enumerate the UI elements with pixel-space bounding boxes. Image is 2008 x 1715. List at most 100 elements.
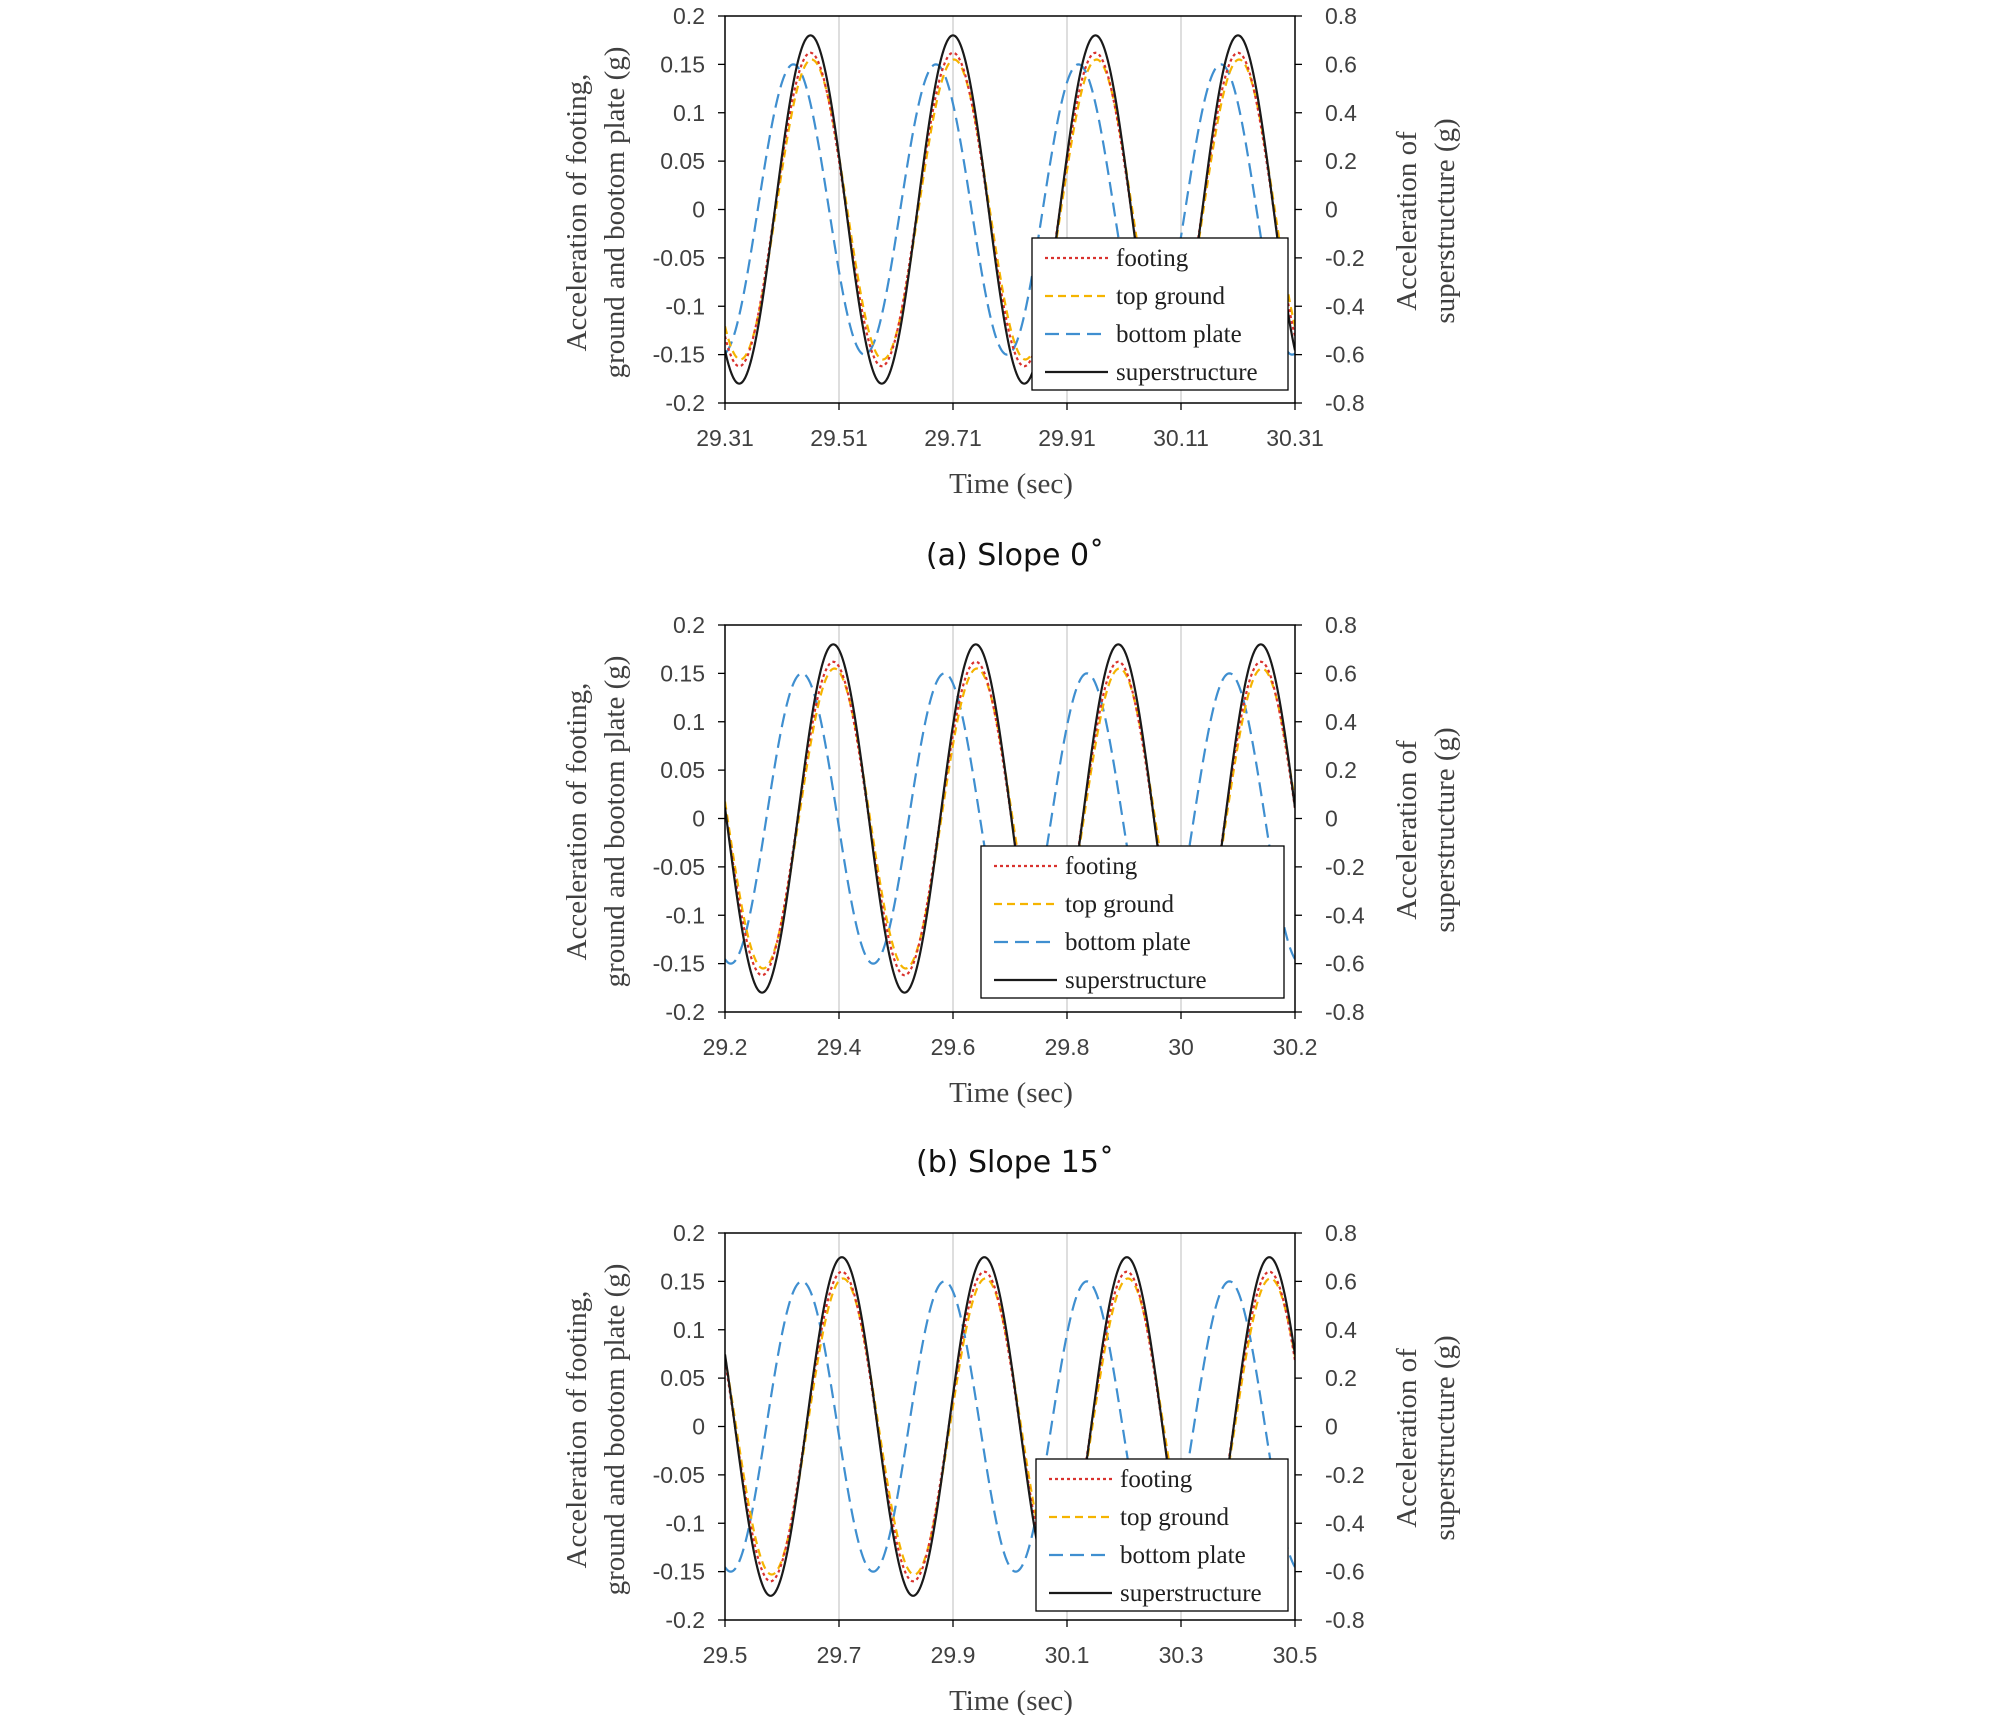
legend-box	[980, 845, 1285, 999]
x-axis-title: Time (sec)	[949, 468, 1073, 500]
legend: footing top ground bottom plate superstruct…	[1031, 237, 1289, 391]
x-tick-label: 29.6	[931, 1034, 976, 1060]
x-tick-label: 29.8	[1045, 1034, 1090, 1060]
y-tick-label-right: 0.8	[1325, 1220, 1357, 1246]
y-tick-label-right: 0.2	[1325, 757, 1357, 783]
legend-label: bottom plate	[1116, 321, 1242, 348]
y-tick-label-left: 0	[692, 197, 705, 223]
y-tick-label-left: -0.2	[665, 1607, 705, 1633]
legend: footing top ground bottom plate superstruct…	[1035, 1458, 1289, 1612]
y-tick-label-left: 0.2	[673, 1220, 705, 1246]
y-tick-label-right: -0.4	[1325, 902, 1365, 928]
y-tick-label-left: -0.1	[665, 293, 705, 319]
y-tick-label-left: -0.05	[653, 1462, 705, 1488]
panel-caption: (b) Slope 15˚	[916, 1145, 1114, 1180]
x-tick-label: 29.4	[817, 1034, 862, 1060]
y-tick-label-left: -0.2	[665, 999, 705, 1025]
y-tick-label-left: 0.15	[660, 660, 705, 686]
y-tick-label-right: -0.8	[1325, 999, 1365, 1025]
x-tick-label: 29.7	[817, 1642, 862, 1668]
y-tick-label-left: -0.05	[653, 854, 705, 880]
x-tick-label: 29.31	[696, 425, 754, 451]
x-tick-label: 30	[1168, 1034, 1194, 1060]
y-tick-label-right: 0.4	[1325, 100, 1357, 126]
y-tick-label-left: -0.15	[653, 951, 705, 977]
y-tick-label-right: 0	[1325, 1414, 1338, 1440]
y-tick-label-right: -0.4	[1325, 1510, 1365, 1536]
x-tick-label: 30.1	[1045, 1642, 1090, 1668]
legend-label: top ground	[1120, 1504, 1230, 1531]
series-line-bottom-plate	[725, 672, 1295, 965]
y-tick-label-right: 0.4	[1325, 709, 1357, 735]
legend: footing top ground bottom plate superstruct…	[980, 845, 1285, 999]
y-tick-label-left: 0	[692, 806, 705, 832]
y-tick-label-right: -0.2	[1325, 245, 1365, 271]
y-tick-label-left: 0.1	[673, 100, 705, 126]
x-tick-label: 30.2	[1273, 1034, 1318, 1060]
legend-label: bottom plate	[1065, 929, 1191, 956]
y-axis-title-left-line-1: Acceleration of footing,	[561, 74, 593, 352]
legend-label: top ground	[1116, 283, 1226, 310]
y-tick-label-left: 0.05	[660, 1365, 705, 1391]
chart-panel-2: 0.2 0.15 0.1 0.05 0 -0.05 -0.1 -0.15 -0.2 0.8 0.6 0…	[561, 612, 1461, 1180]
y-tick-label-right: 0.6	[1325, 660, 1357, 686]
x-tick-label: 30.11	[1153, 425, 1209, 451]
x-tick-label: 30.31	[1266, 425, 1324, 451]
legend-label: footing	[1116, 245, 1189, 272]
y-tick-label-right: 0.6	[1325, 1268, 1357, 1294]
series-line-superstructure	[725, 34, 1295, 385]
x-tick-label: 29.51	[810, 425, 868, 451]
y-axis-title-right-line-2: superstructure (g)	[1429, 727, 1461, 932]
x-tick-label: 29.9	[931, 1642, 976, 1668]
legend-label: footing	[1065, 853, 1138, 880]
y-tick-label-right: -0.2	[1325, 854, 1365, 880]
y-tick-label-right: 0	[1325, 197, 1338, 223]
legend-label: top ground	[1065, 891, 1175, 918]
y-tick-label-right: -0.2	[1325, 1462, 1365, 1488]
y-axis-title-left-line-2: ground and bootom plate (g)	[599, 656, 631, 988]
chart-panel-3: 0.2 0.15 0.1 0.05 0 -0.05 -0.1 -0.15 -0.2 0.8 0.6 0…	[561, 1220, 1461, 1715]
y-tick-label-left: 0.2	[673, 3, 705, 29]
y-tick-label-left: -0.15	[653, 1559, 705, 1585]
y-tick-label-right: -0.8	[1325, 1607, 1365, 1633]
y-tick-label-left: -0.05	[653, 245, 705, 271]
legend-label: bottom plate	[1120, 1542, 1246, 1569]
y-axis-title-right-line-1: Acceleration of	[1391, 131, 1423, 311]
y-tick-label-right: -0.6	[1325, 1559, 1365, 1585]
y-tick-label-left: -0.1	[665, 902, 705, 928]
y-axis-title-right-line-2: superstructure (g)	[1429, 1335, 1461, 1540]
y-axis-title-left-line-2: ground and bootom plate (g)	[599, 1264, 631, 1596]
legend-label: footing	[1120, 1466, 1193, 1493]
y-tick-label-left: -0.2	[665, 390, 705, 416]
y-tick-label-left: 0	[692, 1414, 705, 1440]
y-tick-label-right: -0.6	[1325, 342, 1365, 368]
y-tick-label-left: 0.15	[660, 51, 705, 77]
y-axis-title-left-line-1: Acceleration of footing,	[561, 1291, 593, 1569]
y-tick-label-right: 0.6	[1325, 51, 1357, 77]
y-tick-label-right: -0.6	[1325, 951, 1365, 977]
panel-caption: (a) Slope 0˚	[926, 538, 1104, 573]
y-tick-label-left: 0.2	[673, 612, 705, 638]
x-tick-label: 29.2	[703, 1034, 748, 1060]
y-tick-label-left: -0.15	[653, 342, 705, 368]
y-tick-label-right: 0.2	[1325, 148, 1357, 174]
y-tick-label-right: 0.2	[1325, 1365, 1357, 1391]
chart-panel-1: 0.2 0.15 0.1 0.05 0 -0.05 -0.1 -0.15 -0.2 0.8 0.6 0…	[561, 3, 1461, 573]
legend-label: superstructure	[1120, 1580, 1262, 1607]
y-axis-title-right-line-1: Acceleration of	[1391, 1348, 1423, 1528]
x-tick-label: 29.91	[1038, 425, 1096, 451]
y-tick-label-left: 0.05	[660, 757, 705, 783]
y-tick-label-right: 0.8	[1325, 3, 1357, 29]
y-tick-label-left: -0.1	[665, 1510, 705, 1536]
y-tick-label-right: -0.8	[1325, 390, 1365, 416]
y-axis-title-right-line-1: Acceleration of	[1391, 740, 1423, 920]
y-tick-label-right: 0.8	[1325, 612, 1357, 638]
legend-label: superstructure	[1116, 359, 1258, 386]
legend-label: superstructure	[1065, 967, 1207, 994]
x-tick-label: 29.5	[703, 1642, 748, 1668]
y-tick-label-left: 0.1	[673, 1317, 705, 1343]
y-axis-title-left-line-2: ground and bootom plate (g)	[599, 47, 631, 379]
x-tick-label: 29.71	[924, 425, 982, 451]
x-axis-title: Time (sec)	[949, 1077, 1073, 1109]
